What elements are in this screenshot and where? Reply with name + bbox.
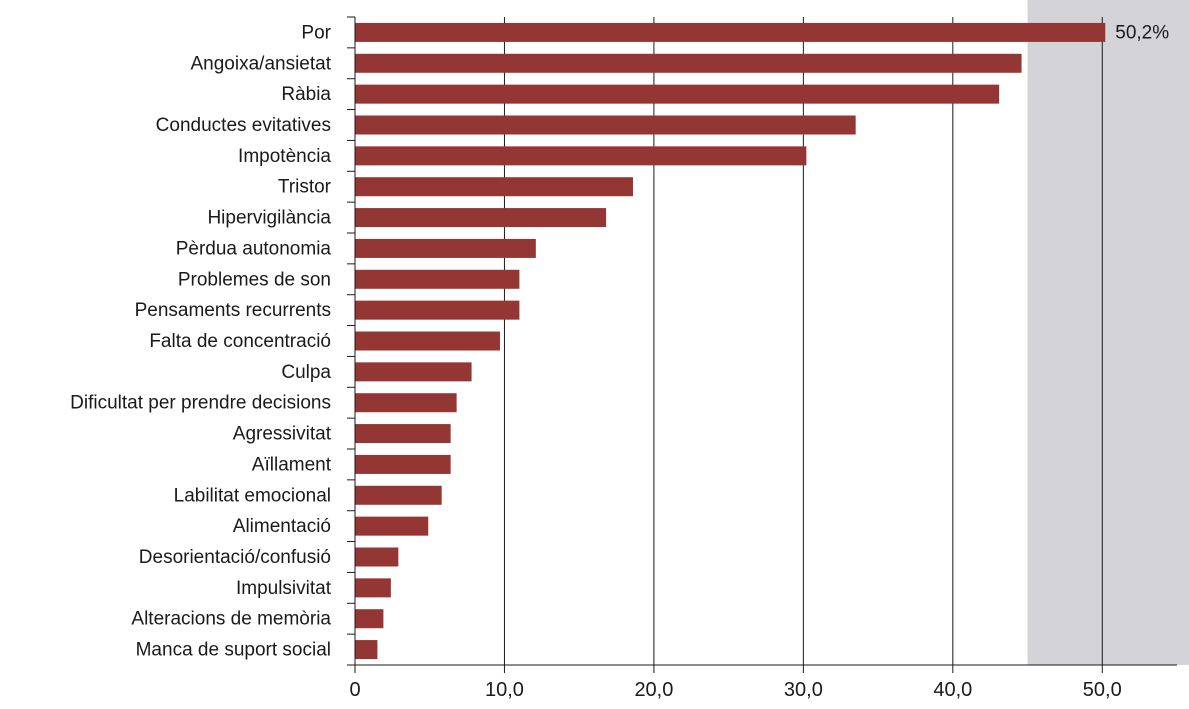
category-label-1: Angoixa/ansietat [191,53,332,74]
category-label-20: Manca de suport social [136,640,331,661]
x-tick-label-2: 20,0 [634,679,673,701]
bar-20 [355,640,378,660]
gridlines [503,17,1103,665]
category-labels: Por Angoixa/ansietat Ràbia Conductes evitat… [70,22,332,660]
bar-12 [355,393,457,413]
bar-3 [355,115,856,135]
bar-19 [355,609,384,629]
category-label-3: Conductes evitatives [156,115,331,136]
category-label-19: Alteracions de memòria [131,609,331,630]
x-tick-label-4: 40,0 [933,679,972,701]
category-label-5: Tristor [278,177,332,198]
bar-11 [355,362,472,382]
axes [347,16,1177,673]
bar-5 [355,177,633,197]
bar-6 [355,208,607,228]
bar-10 [355,331,500,351]
bar-13 [355,424,451,444]
bar-9 [355,300,520,320]
category-label-0: Por [301,22,331,43]
x-tick-labels: 0 10,0 20,0 30,0 40,0 50,0 [349,679,1121,701]
bar-8 [355,269,520,289]
category-label-16: Alimentació [233,516,331,537]
category-label-6: Hipervigilància [207,208,331,229]
category-label-13: Agressivitat [233,424,332,445]
bar-17 [355,547,399,567]
bar-14 [355,454,451,474]
data-label-por: 50,2% [1115,22,1169,43]
category-label-14: Aïllament [252,454,332,475]
category-label-9: Pensaments recurrents [135,300,331,321]
category-label-15: Labilitat emocional [174,485,331,506]
bar-0 [355,22,1106,42]
bar-2 [355,84,1000,104]
category-label-4: Impotència [238,146,331,167]
category-label-17: Desorientació/confusió [139,547,331,568]
x-tick-label-1: 10,0 [485,679,524,701]
category-label-11: Culpa [281,362,331,383]
category-label-18: Impulsivitat [236,578,332,599]
category-label-10: Falta de concentració [149,331,331,352]
bar-18 [355,578,391,598]
x-tick-label-0: 0 [349,679,360,701]
bar-4 [355,146,807,166]
x-tick-label-3: 30,0 [784,679,823,701]
bar-7 [355,238,536,258]
category-label-8: Problemes de son [178,269,331,290]
x-tick-label-5: 50,0 [1083,679,1122,701]
category-label-12: Dificultat per prendre decisions [70,393,331,414]
bar-15 [355,485,442,505]
shaded-band [1027,0,1189,665]
bars [355,22,1106,660]
category-label-7: Pèrdua autonomia [176,238,332,259]
category-label-2: Ràbia [281,84,331,105]
bar-1 [355,53,1022,73]
bar-16 [355,516,429,536]
